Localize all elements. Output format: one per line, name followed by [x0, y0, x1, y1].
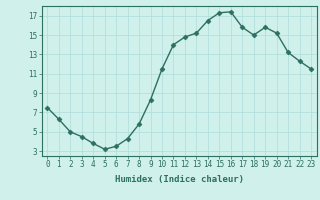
X-axis label: Humidex (Indice chaleur): Humidex (Indice chaleur) [115, 175, 244, 184]
